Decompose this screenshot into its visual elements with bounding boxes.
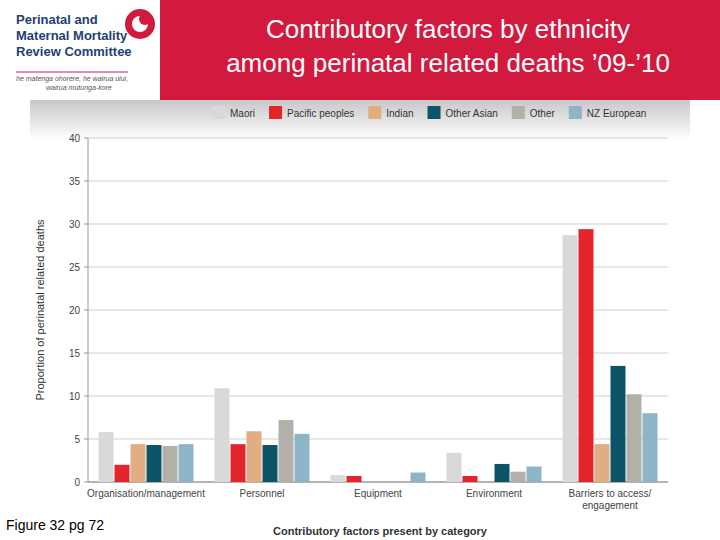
- y-tick-label: 40: [69, 133, 81, 144]
- y-tick-label: 30: [69, 219, 81, 230]
- bar: [595, 444, 610, 482]
- logo-motto: he matenga ohorere, he wairua ului,: [16, 75, 128, 83]
- legend-swatch: [368, 106, 381, 119]
- y-tick-label: 5: [74, 434, 80, 445]
- bar: [99, 432, 114, 482]
- bar: [279, 420, 294, 482]
- bar: [579, 229, 594, 482]
- bar: [479, 482, 494, 483]
- banner-shadow: [30, 100, 690, 140]
- y-axis: [88, 138, 89, 482]
- bar: [347, 476, 362, 482]
- bar: [495, 464, 510, 482]
- x-tick-label-line: Barriers to access/: [569, 488, 652, 499]
- logo-name: Perinatal and: [16, 12, 98, 27]
- y-tick-label: 0: [74, 477, 80, 488]
- logo-icon: [139, 13, 151, 25]
- tick-mark: [84, 439, 88, 440]
- bar: [179, 444, 194, 482]
- bar: [527, 467, 542, 482]
- bar: [295, 434, 310, 482]
- background: [0, 0, 720, 540]
- x-tick-label: Equipment: [354, 488, 402, 499]
- y-tick-label: 25: [69, 262, 81, 273]
- title-line: among perinatal related deaths ’09-’10: [226, 48, 670, 78]
- logo-icon: [125, 9, 155, 39]
- bars: [99, 229, 658, 482]
- bar: [363, 482, 378, 483]
- tick-mark: [84, 310, 88, 311]
- legend-label: Other Asian: [446, 108, 498, 119]
- logo-rule: [16, 72, 128, 73]
- bar: [511, 472, 526, 482]
- bar: [627, 394, 642, 482]
- bar: [231, 444, 246, 482]
- bar: [131, 444, 146, 482]
- legend-label: Maori: [230, 108, 255, 119]
- tick-mark: [84, 224, 88, 225]
- legend-swatch: [512, 106, 525, 119]
- logo-name: Review Committee: [16, 44, 132, 59]
- bar: [411, 473, 426, 482]
- y-tick-label: 15: [69, 348, 81, 359]
- legend-label: Pacific peoples: [287, 108, 354, 119]
- logo-box: [0, 0, 160, 100]
- x-tick-label: Personnel: [239, 488, 284, 499]
- legend-swatch: [569, 106, 582, 119]
- grid-line: [88, 181, 668, 182]
- footnote: Figure 32 pg 72: [6, 517, 104, 533]
- title: Contributory factors by ethnicity among p…: [226, 14, 670, 78]
- bar: [643, 413, 658, 482]
- grid-line: [88, 138, 668, 139]
- legend-label: Indian: [386, 108, 413, 119]
- x-tick-label-line: engagement: [582, 500, 638, 511]
- y-tick-label: 20: [69, 305, 81, 316]
- title-line: Contributory factors by ethnicity: [266, 14, 630, 44]
- bar: [263, 445, 278, 482]
- tick-mark: [84, 482, 88, 483]
- bar: [395, 482, 410, 483]
- bar: [463, 476, 478, 482]
- legend-swatch: [212, 106, 225, 119]
- logo-motto: wairua mutunga-kore: [46, 84, 112, 92]
- bar: [115, 465, 130, 482]
- bar: [147, 445, 162, 482]
- bar: [447, 453, 462, 482]
- x-tick-label: Organisation/management: [87, 488, 205, 499]
- title-banner: [150, 0, 720, 100]
- x-tick-label: Barriers to access/engagement: [569, 488, 652, 511]
- y-tick-label: 35: [69, 176, 81, 187]
- bar: [163, 446, 178, 482]
- tick-mark: [84, 267, 88, 268]
- bar: [563, 235, 578, 482]
- legend-label: NZ European: [587, 108, 646, 119]
- tick-mark: [84, 396, 88, 397]
- tick-mark: [84, 353, 88, 354]
- bar: [247, 431, 262, 482]
- x-axis-title: Contributory factors present by category: [273, 525, 488, 537]
- y-tick-label: 10: [69, 391, 81, 402]
- grid-line: [88, 224, 668, 225]
- x-tick-label: Environment: [466, 488, 522, 499]
- bar: [611, 366, 626, 482]
- logo-name: Maternal Mortality: [16, 28, 128, 43]
- bar: [379, 482, 394, 483]
- bar: [331, 475, 346, 482]
- tick-mark: [84, 138, 88, 139]
- legend-swatch: [428, 106, 441, 119]
- legend-label: Other: [530, 108, 556, 119]
- y-axis-title: Proportion of perinatal related deaths: [34, 219, 46, 401]
- legend-swatch: [269, 106, 282, 119]
- tick-mark: [84, 181, 88, 182]
- bar: [215, 388, 230, 482]
